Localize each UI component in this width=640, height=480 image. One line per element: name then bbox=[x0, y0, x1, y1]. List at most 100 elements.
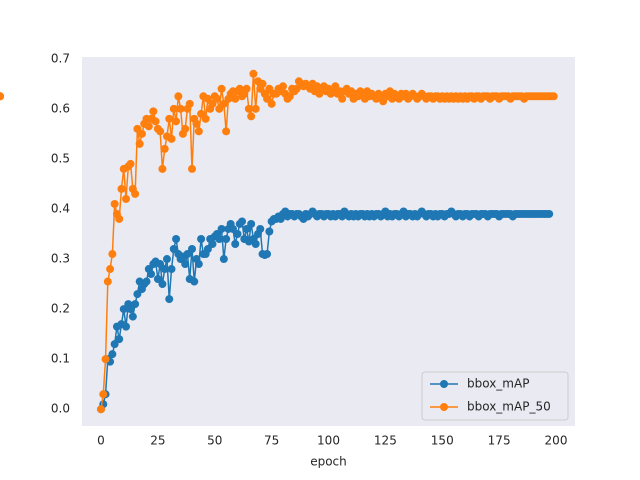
point bbox=[201, 114, 210, 123]
point bbox=[131, 300, 140, 309]
marks bbox=[0, 69, 558, 414]
point bbox=[167, 134, 176, 143]
point bbox=[122, 322, 131, 331]
point bbox=[137, 129, 146, 138]
y-tick-label: 0.2 bbox=[51, 302, 70, 316]
point bbox=[238, 217, 247, 226]
point bbox=[96, 405, 105, 414]
point bbox=[147, 270, 156, 279]
point bbox=[167, 265, 176, 274]
point bbox=[545, 209, 554, 218]
point bbox=[217, 224, 226, 233]
x-axis-label: epoch bbox=[310, 455, 347, 469]
point bbox=[108, 350, 117, 359]
point bbox=[278, 82, 287, 91]
point bbox=[135, 139, 144, 148]
point bbox=[194, 127, 203, 136]
point bbox=[144, 122, 153, 131]
point bbox=[187, 164, 196, 173]
x-tick-label: 0 bbox=[97, 434, 105, 448]
x-tick-label: 200 bbox=[545, 434, 568, 448]
point bbox=[165, 114, 174, 123]
point bbox=[233, 229, 242, 238]
point bbox=[106, 265, 115, 274]
point bbox=[265, 227, 274, 236]
point bbox=[122, 194, 131, 203]
point bbox=[338, 94, 347, 103]
point bbox=[115, 335, 124, 344]
point bbox=[117, 184, 126, 193]
point bbox=[187, 245, 196, 254]
point bbox=[131, 189, 140, 198]
point bbox=[110, 199, 119, 208]
point bbox=[244, 104, 253, 113]
legend-box bbox=[421, 371, 569, 421]
point bbox=[165, 295, 174, 304]
point bbox=[222, 127, 231, 136]
point bbox=[176, 104, 185, 113]
point bbox=[103, 277, 112, 286]
point bbox=[160, 144, 169, 153]
point bbox=[231, 94, 240, 103]
point bbox=[151, 117, 160, 126]
point bbox=[197, 234, 206, 243]
y-tick-label: 0.0 bbox=[51, 402, 70, 416]
point bbox=[192, 119, 201, 128]
point bbox=[242, 84, 251, 93]
point bbox=[162, 255, 171, 264]
plot-area bbox=[82, 57, 575, 426]
point bbox=[174, 92, 183, 101]
point bbox=[149, 107, 158, 116]
legend-label: bbox_mAP_50 bbox=[467, 400, 551, 414]
y-tick-label: 0.4 bbox=[51, 201, 70, 215]
point bbox=[160, 265, 169, 274]
y-tick-label: 0.7 bbox=[51, 51, 70, 65]
point bbox=[115, 214, 124, 223]
point bbox=[251, 240, 260, 249]
point bbox=[247, 219, 256, 228]
point bbox=[169, 104, 178, 113]
legend-marker bbox=[440, 380, 448, 388]
point bbox=[251, 104, 260, 113]
x-tick-label: 25 bbox=[150, 434, 165, 448]
point bbox=[128, 312, 137, 321]
x-tick-label: 150 bbox=[431, 434, 454, 448]
x-tick-label: 75 bbox=[264, 434, 279, 448]
point bbox=[181, 260, 190, 269]
point bbox=[172, 117, 181, 126]
point bbox=[219, 255, 228, 264]
point bbox=[256, 224, 265, 233]
point bbox=[267, 99, 276, 108]
point bbox=[549, 92, 558, 101]
x-tick-label: 50 bbox=[207, 434, 222, 448]
point bbox=[0, 92, 4, 101]
point bbox=[213, 94, 222, 103]
point bbox=[231, 240, 240, 249]
point bbox=[185, 99, 194, 108]
x-tick-label: 100 bbox=[317, 434, 340, 448]
point bbox=[258, 79, 267, 88]
point bbox=[142, 277, 151, 286]
point bbox=[222, 234, 231, 243]
x-tick-label: 175 bbox=[488, 434, 511, 448]
point bbox=[263, 250, 272, 259]
point bbox=[172, 234, 181, 243]
x-tick-label: 125 bbox=[374, 434, 397, 448]
legend-label: bbox_mAP bbox=[467, 377, 529, 391]
point bbox=[99, 390, 108, 399]
point bbox=[208, 240, 217, 249]
point bbox=[194, 260, 203, 269]
y-tick-label: 0.5 bbox=[51, 151, 70, 165]
point bbox=[101, 355, 110, 364]
legend-marker bbox=[440, 403, 448, 411]
point bbox=[158, 164, 167, 173]
point bbox=[249, 69, 258, 78]
y-tick-label: 0.3 bbox=[51, 252, 70, 266]
y-tick-label: 0.6 bbox=[51, 101, 70, 115]
point bbox=[181, 124, 190, 133]
point bbox=[156, 127, 165, 136]
point bbox=[217, 84, 226, 93]
y-tick-label: 0.1 bbox=[51, 352, 70, 366]
point bbox=[190, 277, 199, 286]
point bbox=[215, 234, 224, 243]
